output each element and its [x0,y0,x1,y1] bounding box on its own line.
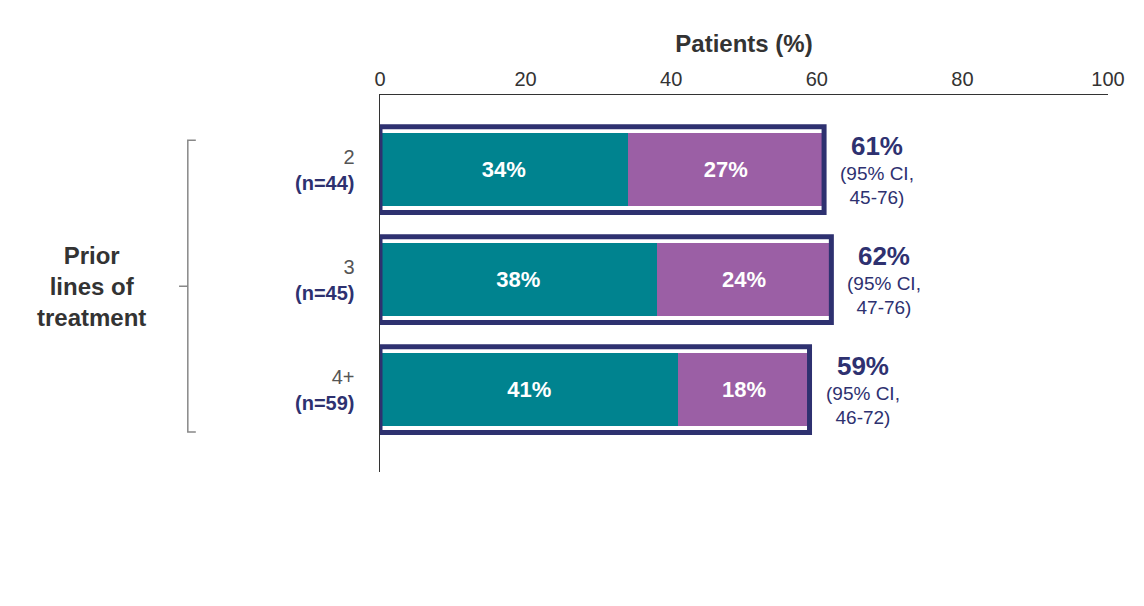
svg-text:20: 20 [514,68,536,90]
svg-text:27%: 27% [704,157,748,182]
svg-text:Priorlines oftreatment: Priorlines oftreatment [37,242,146,331]
svg-text:3(n=45): 3(n=45) [295,256,354,304]
svg-text:Patients (%): Patients (%) [675,30,812,57]
svg-text:0: 0 [374,68,385,90]
svg-text:34%: 34% [482,157,526,182]
svg-text:62%(95% CI,47-76): 62%(95% CI,47-76) [847,241,921,318]
svg-text:60: 60 [806,68,828,90]
svg-text:18%: 18% [722,377,766,402]
svg-text:41%: 41% [507,377,551,402]
svg-text:4+(n=59): 4+(n=59) [295,366,354,414]
svg-text:80: 80 [951,68,973,90]
svg-text:2(n=44): 2(n=44) [295,146,354,194]
svg-text:100: 100 [1091,68,1124,90]
svg-text:40: 40 [660,68,682,90]
svg-text:24%: 24% [722,267,766,292]
svg-text:61%(95% CI,45-76): 61%(95% CI,45-76) [840,131,914,208]
svg-text:38%: 38% [496,267,540,292]
svg-text:59%(95% CI,46-72): 59%(95% CI,46-72) [826,351,900,428]
